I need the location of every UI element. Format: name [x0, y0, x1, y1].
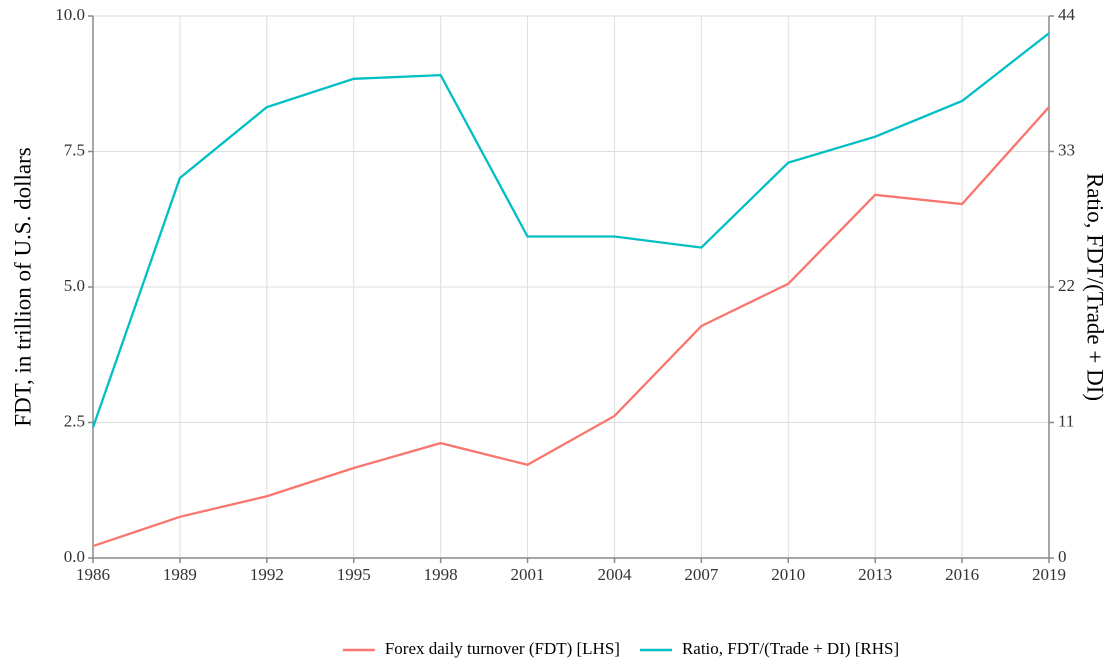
x-tick-label: 2019: [1032, 565, 1066, 584]
series-line: [92, 106, 1050, 548]
y2-tick-label: 33: [1058, 140, 1075, 159]
x-tick-label: 1989: [163, 565, 197, 584]
legend-label: Forex daily turnover (FDT) [LHS]: [385, 639, 620, 658]
y-tick-label: 10.0: [55, 5, 85, 24]
y2-tick-label: 44: [1058, 5, 1076, 24]
x-tick-label: 1998: [424, 565, 458, 584]
y2-tick-label: 22: [1058, 276, 1075, 295]
y2-axis-title: Ratio, FDT/(Trade + DI): [1083, 173, 1108, 401]
y-axis-title: FDT, in trillion of U.S. dollars: [10, 147, 35, 426]
y2-tick-label: 0: [1058, 547, 1067, 566]
y2-tick-label: 11: [1058, 411, 1074, 430]
x-tick-label: 2010: [771, 565, 805, 584]
series-line: [91, 32, 1050, 428]
x-tick-label: 1992: [250, 565, 284, 584]
y-tick-label: 7.5: [64, 140, 85, 159]
x-tick-label: 2013: [858, 565, 892, 584]
x-tick-label: 2016: [945, 565, 979, 584]
x-tick-label: 2001: [511, 565, 545, 584]
legend-label: Ratio, FDT/(Trade + DI) [RHS]: [682, 639, 899, 658]
y-tick-label: 0.0: [64, 547, 85, 566]
y-tick-label: 5.0: [64, 276, 85, 295]
y-tick-label: 2.5: [64, 411, 85, 430]
x-tick-label: 1986: [76, 565, 110, 584]
x-tick-label: 2007: [684, 565, 719, 584]
x-tick-label: 2004: [597, 565, 632, 584]
x-tick-label: 1995: [337, 565, 371, 584]
